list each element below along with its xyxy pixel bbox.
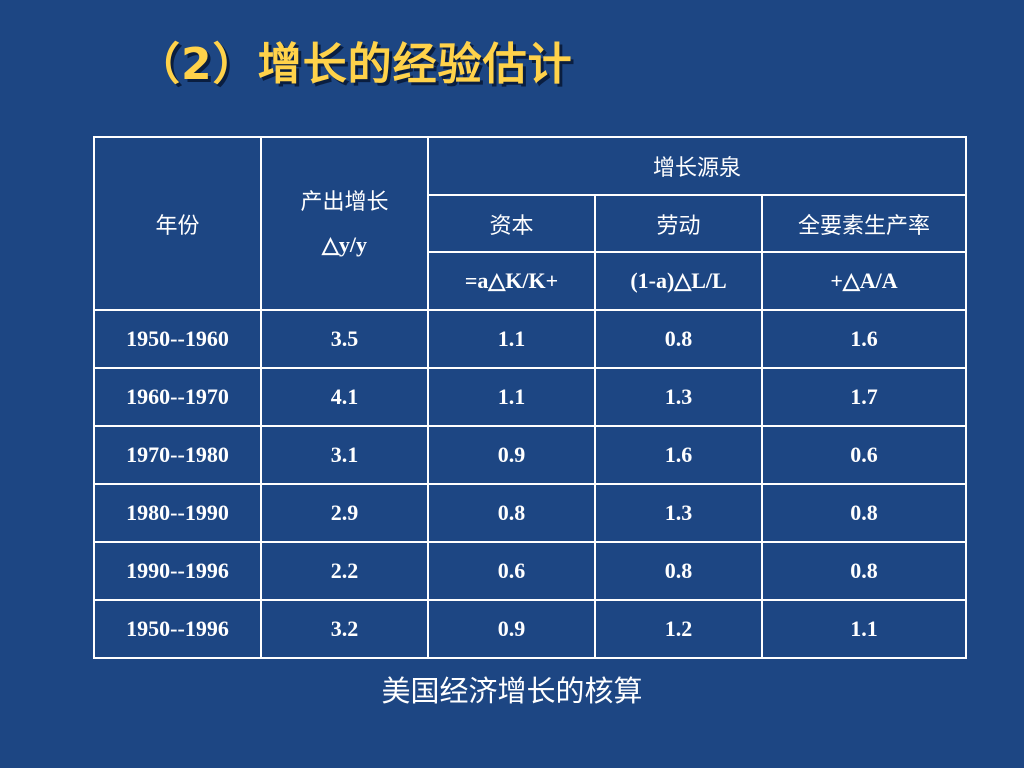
capital-header: 资本: [427, 194, 596, 253]
labor-cell: 0.8: [594, 541, 763, 601]
table-row: 1960--1970 4.1 1.1 1.3 1.7: [93, 367, 968, 427]
tfp-cell: 0.8: [760, 541, 968, 601]
period-cell: 1990--1996: [93, 541, 262, 601]
table-row: 1950--1960 3.5 1.1 0.8 1.6: [93, 309, 968, 369]
output-cell: 4.1: [260, 367, 429, 427]
header-row-3: =a△K/K+ (1-a)△L/L +△A/A: [94, 251, 968, 311]
tfp-formula: +△A/A: [760, 251, 968, 311]
labor-cell: 1.2: [594, 599, 763, 659]
output-cell: 3.5: [260, 309, 429, 369]
output-cell: 2.2: [260, 541, 429, 601]
period-cell: 1960--1970: [93, 367, 262, 427]
output-cell: 3.1: [260, 425, 429, 485]
period-cell: 1970--1980: [93, 425, 262, 485]
capital-formula: =a△K/K+: [427, 251, 596, 311]
table-row: 1990--1996 2.2 0.6 0.8 0.8: [93, 541, 968, 601]
output-cell: 2.9: [260, 483, 429, 543]
growth-accounting-table: 年份 产出增长 △y/y 增长源泉 资本 劳动 全要素生产率 =a△K/K+ (…: [93, 136, 968, 659]
capital-cell: 0.9: [427, 599, 596, 659]
header-row-1: 年份 产出增长 △y/y 增长源泉: [93, 136, 968, 311]
output-cell: 3.2: [260, 599, 429, 659]
output-growth-formula: △y/y: [321, 231, 368, 257]
labor-cell: 1.3: [594, 367, 763, 427]
capital-cell: 0.8: [427, 483, 596, 543]
capital-cell: 1.1: [427, 367, 596, 427]
growth-sources-header: 增长源泉: [426, 136, 968, 196]
tfp-cell: 1.1: [760, 599, 968, 659]
labor-cell: 1.6: [594, 425, 763, 485]
labor-formula: (1-a)△L/L: [594, 251, 763, 311]
period-cell: 1950--1960: [93, 309, 262, 369]
year-column-header: 年份: [93, 136, 262, 311]
output-growth-column-header: 产出增长 △y/y: [260, 136, 429, 311]
table-row: 1980--1990 2.9 0.8 1.3 0.8: [93, 483, 968, 543]
capital-cell: 0.6: [427, 541, 596, 601]
header-row-2: 资本 劳动 全要素生产率: [94, 194, 968, 253]
growth-sources-label: 增长源泉: [653, 156, 742, 181]
output-growth-label: 产出增长: [300, 189, 389, 215]
table-row: 1970--1980 3.1 0.9 1.6 0.6: [93, 425, 968, 485]
labor-cell: 1.3: [594, 483, 763, 543]
labor-cell: 0.8: [594, 309, 763, 369]
tfp-cell: 0.6: [760, 425, 968, 485]
tfp-cell: 1.6: [760, 309, 968, 369]
labor-header: 劳动: [594, 194, 763, 253]
period-cell: 1950--1996: [93, 599, 262, 659]
capital-cell: 0.9: [427, 425, 596, 485]
tfp-cell: 1.7: [760, 367, 968, 427]
table-row: 1950--1996 3.2 0.9 1.2 1.1: [93, 599, 968, 659]
table-caption: 美国经济增长的核算: [381, 674, 643, 708]
year-header-label: 年份: [155, 213, 200, 239]
tfp-cell: 0.8: [760, 483, 968, 543]
capital-cell: 1.1: [427, 309, 596, 369]
period-cell: 1980--1990: [93, 483, 262, 543]
tfp-header: 全要素生产率: [760, 194, 968, 253]
slide-title: （2）增长的经验估计: [136, 39, 573, 90]
